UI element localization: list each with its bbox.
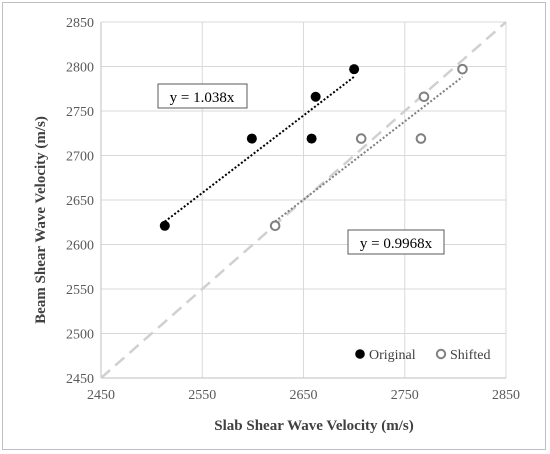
reference-line-group [100,21,507,379]
legend-marker-original [355,349,365,359]
axes [100,22,506,379]
chart-frame [2,2,546,450]
data-point-shifted [457,63,468,75]
legend-label-original: Original [369,348,416,363]
y-tick-label: 2450 [66,372,94,387]
reference-line [100,21,507,379]
x-tick-label: 2550 [188,388,216,403]
x-tick-label: 2750 [391,388,419,403]
data-point-shifted [418,91,430,103]
trendline-label-shifted: y = 0.9968x [347,229,445,255]
data-points [159,63,468,232]
data-point-shifted [269,220,281,232]
trendline-equation-shifted: y = 0.9968x [360,236,433,252]
trendline-label-original: y = 1.038x [157,83,248,109]
legend-label-shifted: Shifted [450,348,490,363]
y-tick-label: 2550 [66,283,94,298]
trendline-label-shifted-box [347,229,445,255]
trendline-equation-original: y = 1.038x [170,90,235,106]
x-tick-label: 2450 [87,388,115,403]
y-tick-label: 2700 [66,150,94,165]
trendline-shifted [274,76,464,223]
data-point-original [349,64,360,75]
data-point-original [246,133,257,144]
legend-marker-shifted [435,348,447,360]
data-point-original [310,91,321,102]
data-point-shifted [415,133,427,144]
x-axis-title: Slab Shear Wave Velocity (m/s) [214,418,413,434]
x-tick-label: 2650 [290,388,318,403]
y-axis-title: Beam Shear Wave Velocity (m/s) [33,116,49,324]
y-tick-label: 2600 [66,239,94,254]
trendlines [164,75,464,223]
x-tick-label: 2850 [492,388,520,403]
y-tick-label: 2800 [66,61,94,76]
data-point-original [159,220,170,231]
y-tick-label: 2850 [66,16,94,31]
trendline-label-original-box [157,83,248,109]
legend: Original Shifted [355,348,490,363]
y-tick-label: 2750 [66,105,94,120]
grid-lines [101,21,507,378]
y-tick-label: 2500 [66,328,94,343]
tick-labels: 2450 2500 2550 2600 2650 2700 2750 2800 2850 2450… [66,16,520,403]
data-point-original [306,133,317,144]
data-point-shifted [355,133,367,144]
y-tick-label: 2650 [66,194,94,209]
